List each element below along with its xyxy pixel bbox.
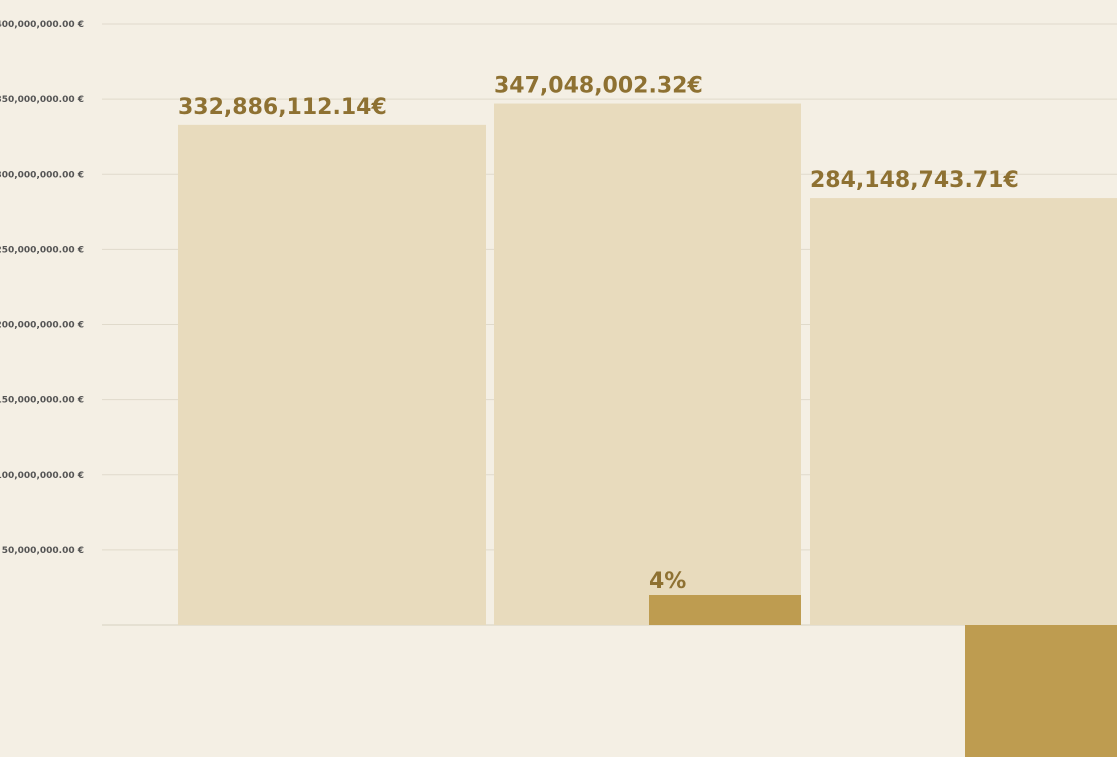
value-bar bbox=[494, 103, 801, 626]
y-tick-label: 300,000,000.00 € bbox=[0, 170, 84, 180]
value-bar bbox=[810, 198, 1117, 625]
change-data-label: 4% bbox=[649, 569, 686, 594]
value-data-label: 284,148,743.71€ bbox=[810, 168, 1019, 193]
y-tick-label: 200,000,000.00 € bbox=[0, 321, 84, 331]
y-tick-label: 150,000,000.00 € bbox=[0, 396, 84, 406]
y-tick-label: 250,000,000.00 € bbox=[0, 245, 84, 255]
value-data-label: 347,048,002.32€ bbox=[494, 74, 703, 99]
value-bar bbox=[178, 124, 486, 625]
y-tick-label: 50,000,000.00 € bbox=[2, 546, 84, 556]
change-bar bbox=[649, 595, 801, 625]
y-tick-label: 350,000,000.00 € bbox=[0, 95, 84, 105]
y-tick-label: 400,000,000.00 € bbox=[0, 20, 84, 30]
value-data-label: 332,886,112.14€ bbox=[178, 95, 387, 120]
y-axis-tick-labels: 50,000,000.00 € 100,000,000.00 € 150,000,0… bbox=[0, 20, 84, 556]
data-labels: 332,886,112.14€ 347,048,002.32€ 284,148,74… bbox=[178, 74, 1019, 594]
change-bar bbox=[965, 625, 1117, 757]
y-tick-label: 100,000,000.00 € bbox=[0, 471, 84, 481]
bars bbox=[178, 103, 1117, 757]
